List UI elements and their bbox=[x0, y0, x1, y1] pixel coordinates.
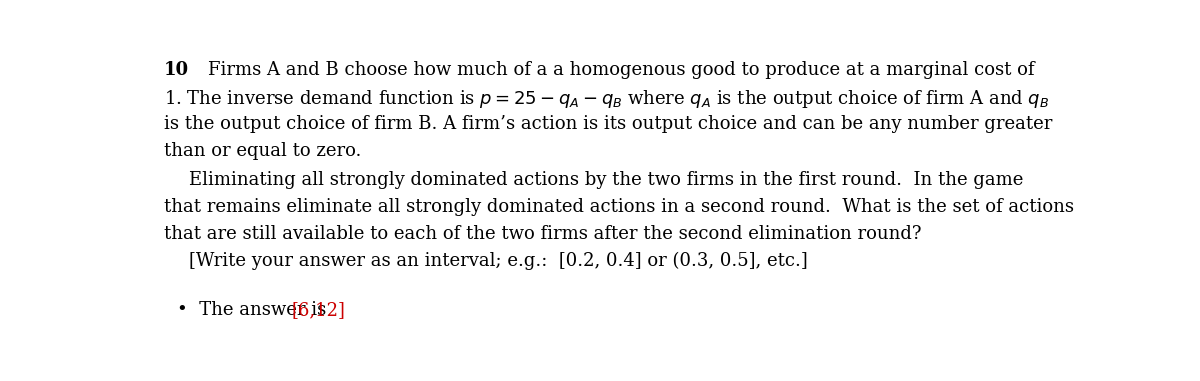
Text: [Write your answer as an interval; e.g.:  [0.2, 0.4] or (0.3, 0.5], etc.]: [Write your answer as an interval; e.g.:… bbox=[188, 252, 808, 271]
Text: that are still available to each of the two firms after the second elimination r: that are still available to each of the … bbox=[164, 225, 922, 243]
Text: •  The answer is: • The answer is bbox=[178, 301, 332, 319]
Text: is the output choice of firm B. A firm’s action is its output choice and can be : is the output choice of firm B. A firm’s… bbox=[164, 115, 1052, 133]
Text: Eliminating all strongly dominated actions by the two firms in the first round. : Eliminating all strongly dominated actio… bbox=[188, 171, 1024, 189]
Text: than or equal to zero.: than or equal to zero. bbox=[164, 142, 361, 160]
Text: [6,12]: [6,12] bbox=[292, 301, 346, 319]
Text: that remains eliminate all strongly dominated actions in a second round.  What i: that remains eliminate all strongly domi… bbox=[164, 198, 1074, 216]
Text: 1. The inverse demand function is $p = 25 - q_A - q_B$ where $q_A$ is the output: 1. The inverse demand function is $p = 2… bbox=[164, 88, 1049, 110]
Text: 10: 10 bbox=[164, 61, 190, 79]
Text: Firms A and B choose how much of a a homogenous good to produce at a marginal co: Firms A and B choose how much of a a hom… bbox=[208, 61, 1034, 79]
